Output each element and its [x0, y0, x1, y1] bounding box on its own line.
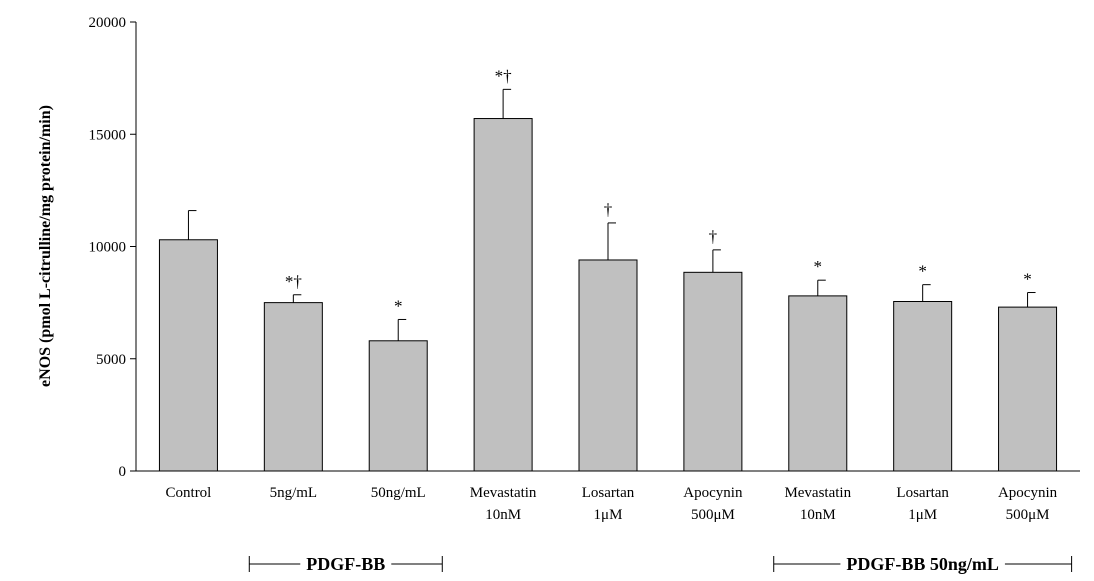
group-label: PDGF-BB 50ng/mL	[846, 554, 999, 574]
x-tick-label: 500μM	[691, 507, 735, 523]
bar	[368, 340, 428, 472]
y-axis-label: eNOS (pmol L-citrulline/mg protein/min)	[37, 105, 54, 387]
x-tick-label: 50ng/mL	[371, 485, 426, 501]
x-tick-label: Losartan	[896, 485, 949, 501]
significance-marker: *	[394, 296, 403, 315]
y-tick-label: 15000	[89, 127, 127, 143]
bar	[473, 118, 533, 472]
significance-marker: †	[709, 227, 718, 246]
y-tick-label: 20000	[89, 15, 127, 31]
x-tick-label: 1μM	[594, 507, 623, 523]
group-brackets: PDGF-BB PDGF-BB 50ng/mL	[248, 554, 1073, 574]
bar	[158, 239, 218, 472]
significance-marker: *	[814, 257, 823, 276]
x-tick-label: Control	[166, 485, 212, 501]
y-ticks: 0 5000 10000 15000 20000	[89, 15, 136, 480]
x-tick-label: Apocynin	[683, 485, 743, 501]
significance-marker: †	[604, 200, 613, 219]
bars: *† * *† † † * * *	[158, 66, 1058, 472]
significance-marker: *	[1023, 270, 1032, 289]
significance-marker: *	[918, 262, 927, 281]
y-tick-label: 10000	[89, 240, 127, 256]
y-tick-label: 5000	[96, 352, 126, 368]
significance-marker: *†	[285, 272, 302, 291]
bar	[788, 295, 848, 472]
bar	[893, 301, 953, 472]
x-tick-label: 10nM	[485, 507, 521, 523]
x-tick-label: 1μM	[908, 507, 937, 523]
x-tick-labels: Control 5ng/mL 50ng/mL Mevastatin 10nM Losart…	[166, 485, 1058, 523]
bar	[683, 271, 743, 472]
x-tick-label: 10nM	[800, 507, 836, 523]
bar	[998, 306, 1058, 472]
y-tick-label: 0	[119, 464, 127, 480]
x-tick-label: Mevastatin	[784, 485, 851, 501]
x-tick-label: Apocynin	[998, 485, 1058, 501]
significance-marker: *†	[495, 66, 512, 85]
bar	[578, 259, 638, 472]
x-tick-label: 5ng/mL	[270, 485, 318, 501]
x-tick-label: 500μM	[1006, 507, 1050, 523]
bar	[263, 302, 323, 472]
x-tick-label: Losartan	[582, 485, 635, 501]
x-tick-label: Mevastatin	[470, 485, 537, 501]
group-label: PDGF-BB	[306, 554, 385, 574]
